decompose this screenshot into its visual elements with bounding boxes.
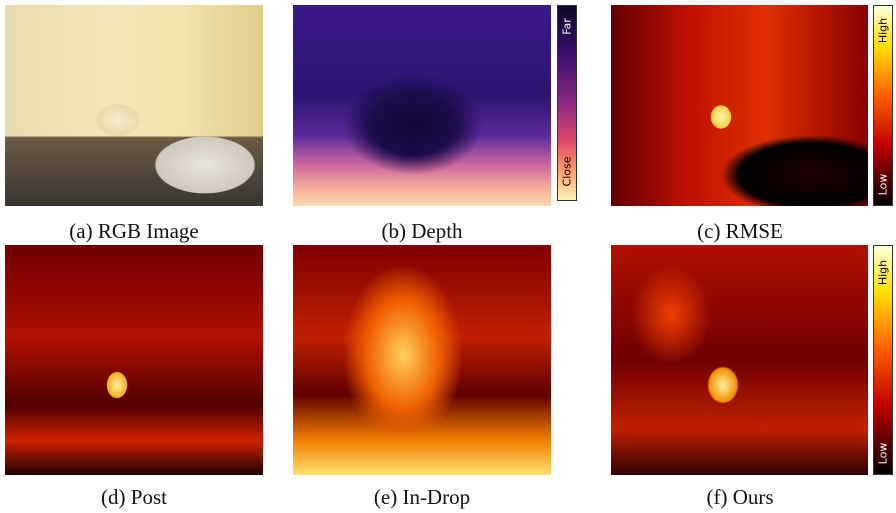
caption: (e) In-Drop	[293, 485, 551, 510]
caption: (a) RGB Image	[5, 219, 263, 244]
caption: (d) Post	[5, 485, 263, 510]
figure: Far Close High Low (a) RGB Image (b) Dep…	[0, 0, 896, 513]
depth-image	[293, 5, 551, 206]
caption: (c) RMSE	[611, 219, 869, 244]
rgb-image	[5, 5, 263, 206]
caption: (f) Ours	[611, 485, 869, 510]
ours-colorbar: High Low	[873, 245, 893, 475]
ours-image	[611, 245, 868, 475]
colorbar-label: High	[877, 18, 890, 43]
colorbar-label: Low	[877, 443, 890, 465]
colorbar-label: High	[877, 260, 890, 285]
depth-colorbar: Far Close	[557, 5, 577, 201]
post-image	[5, 245, 263, 475]
colorbar-label: Close	[561, 157, 574, 187]
colorbar-label: Low	[877, 174, 890, 196]
caption: (b) Depth	[293, 219, 551, 244]
rmse-image	[611, 5, 868, 206]
rmse-colorbar: High Low	[873, 5, 893, 206]
in-drop-image	[293, 245, 551, 475]
colorbar-label: Far	[561, 18, 574, 35]
